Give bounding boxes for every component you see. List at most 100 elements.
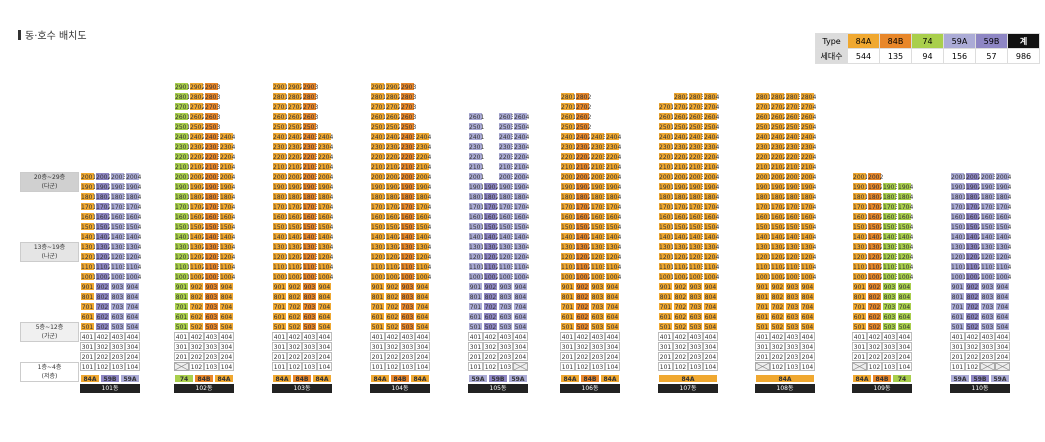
unit-cell: 701 [174,302,189,311]
unit-cell: 1801 [80,192,97,201]
building-type-label: 84B [292,374,312,383]
unit-cell: 204 [605,352,620,361]
unit-cell: 2401 [468,132,485,141]
unit-cell: 202 [95,352,110,361]
unit-cell: 1702 [965,202,982,211]
unit-cell: 1401 [950,232,967,241]
unit-cell: 1603 [110,212,127,221]
unit-cell: 1502 [189,222,206,231]
unit-cell: 503 [590,322,605,331]
unit-cell: 2103 [204,162,221,171]
unit-cell: 2403 [498,132,515,141]
unit-cell: 102 [965,362,980,371]
unit-cell: 1904 [513,182,530,191]
unit-cell: 1704 [125,202,142,211]
unit-cell: 102 [385,362,400,371]
unit-cell: 1803 [204,192,221,201]
unit-cell: 1302 [287,242,304,251]
unit-cell: 1604 [219,212,236,221]
unit-cell: 501 [370,322,385,331]
unit-cell: 1503 [498,222,515,231]
unit-cell: 501 [468,322,483,331]
unit-cell: 1501 [950,222,967,231]
building-type-label: 59B [970,374,990,383]
unit-cell: 603 [688,312,703,321]
unit-cell: 2004 [605,172,622,181]
unit-cell: 2302 [575,142,592,151]
unit-cell: 1204 [897,252,914,261]
unit-cell: 1903 [785,182,802,191]
unit-cell: 1301 [80,242,97,251]
unit-cell: 1403 [110,232,127,241]
unit-cell: 502 [483,322,498,331]
unit-cell: 2203 [204,152,221,161]
unit-cell: 2501 [174,122,191,131]
unit-cell: 2801 [755,92,772,101]
unit-cell: 1303 [882,242,899,251]
unit-cell: 2001 [468,172,485,181]
unit-cell: 1403 [204,232,221,241]
building-name-label: 108동 [755,384,815,393]
page-title-text: 동·호수 배치도 [25,31,87,42]
summary-value-59a: 156 [943,48,976,64]
unit-cell: 1301 [272,242,289,251]
unit-cell: 1404 [513,232,530,241]
unit-cell: 2202 [287,152,304,161]
unit-cell: 901 [755,282,770,291]
unit-cell: 502 [673,322,688,331]
floor-band-2: 13층~19층 (나군) [20,242,79,262]
unit-cell: 1701 [560,202,577,211]
unit-cell: 1201 [852,252,869,261]
unit-cell: 803 [302,292,317,301]
unit-cell: 1701 [852,202,869,211]
unit-cell: 703 [590,302,605,311]
unit-cell: 804 [605,292,620,301]
unit-cell: 702 [965,302,980,311]
unit-cell: 1102 [575,262,592,271]
unit-cell: 403 [400,332,415,341]
building-name-label: 110동 [950,384,1010,393]
unit-cell: 2804 [703,92,720,101]
unit-cell: 501 [272,322,287,331]
unit-cell: 804 [800,292,815,301]
unit-cell: 1402 [189,232,206,241]
unit-cell: 702 [189,302,204,311]
summary-value-total: 986 [1007,48,1040,64]
unit-cell: 1402 [965,232,982,241]
unit-cell: 401 [950,332,965,341]
building-name-label: 105동 [468,384,528,393]
unit-cell: 2503 [688,122,705,131]
unit-cell: 1603 [204,212,221,221]
unit-cell: 1304 [317,242,334,251]
unit-cell: 101 [272,362,287,371]
unit-cell: 1401 [272,232,289,241]
unit-cell: 1204 [219,252,236,261]
unit-cell: 402 [867,332,882,341]
unit-cell: 1902 [95,182,112,191]
unit-cell: 2201 [468,152,485,161]
unit-cell: 2502 [385,122,402,131]
unit-cell: 202 [287,352,302,361]
unit-cell: 2702 [189,102,206,111]
unit-cell: 1703 [498,202,515,211]
unit-cell: 501 [560,322,575,331]
unit-cell: 2601 [560,112,577,121]
unit-cell: 2004 [995,172,1012,181]
unit-cell: 1203 [498,252,515,261]
unit-cell: 504 [219,322,234,331]
unit-cell: 902 [95,282,110,291]
unit-cell: 1001 [852,272,869,281]
unit-cell: 1202 [189,252,206,261]
unit-cell: 1803 [302,192,319,201]
unit-cell: 101 [560,362,575,371]
building-name-label: 102동 [174,384,234,393]
unit-cell: 1502 [673,222,690,231]
building-type-label: 59A [950,374,970,383]
unit-cell: 201 [468,352,483,361]
unit-cell: 2702 [673,102,690,111]
unit-cell: 601 [950,312,965,321]
unit-cell: 304 [605,342,620,351]
unit-cell: 2003 [302,172,319,181]
unit-cell: 104 [415,362,430,371]
unit-cell: 1203 [882,252,899,261]
